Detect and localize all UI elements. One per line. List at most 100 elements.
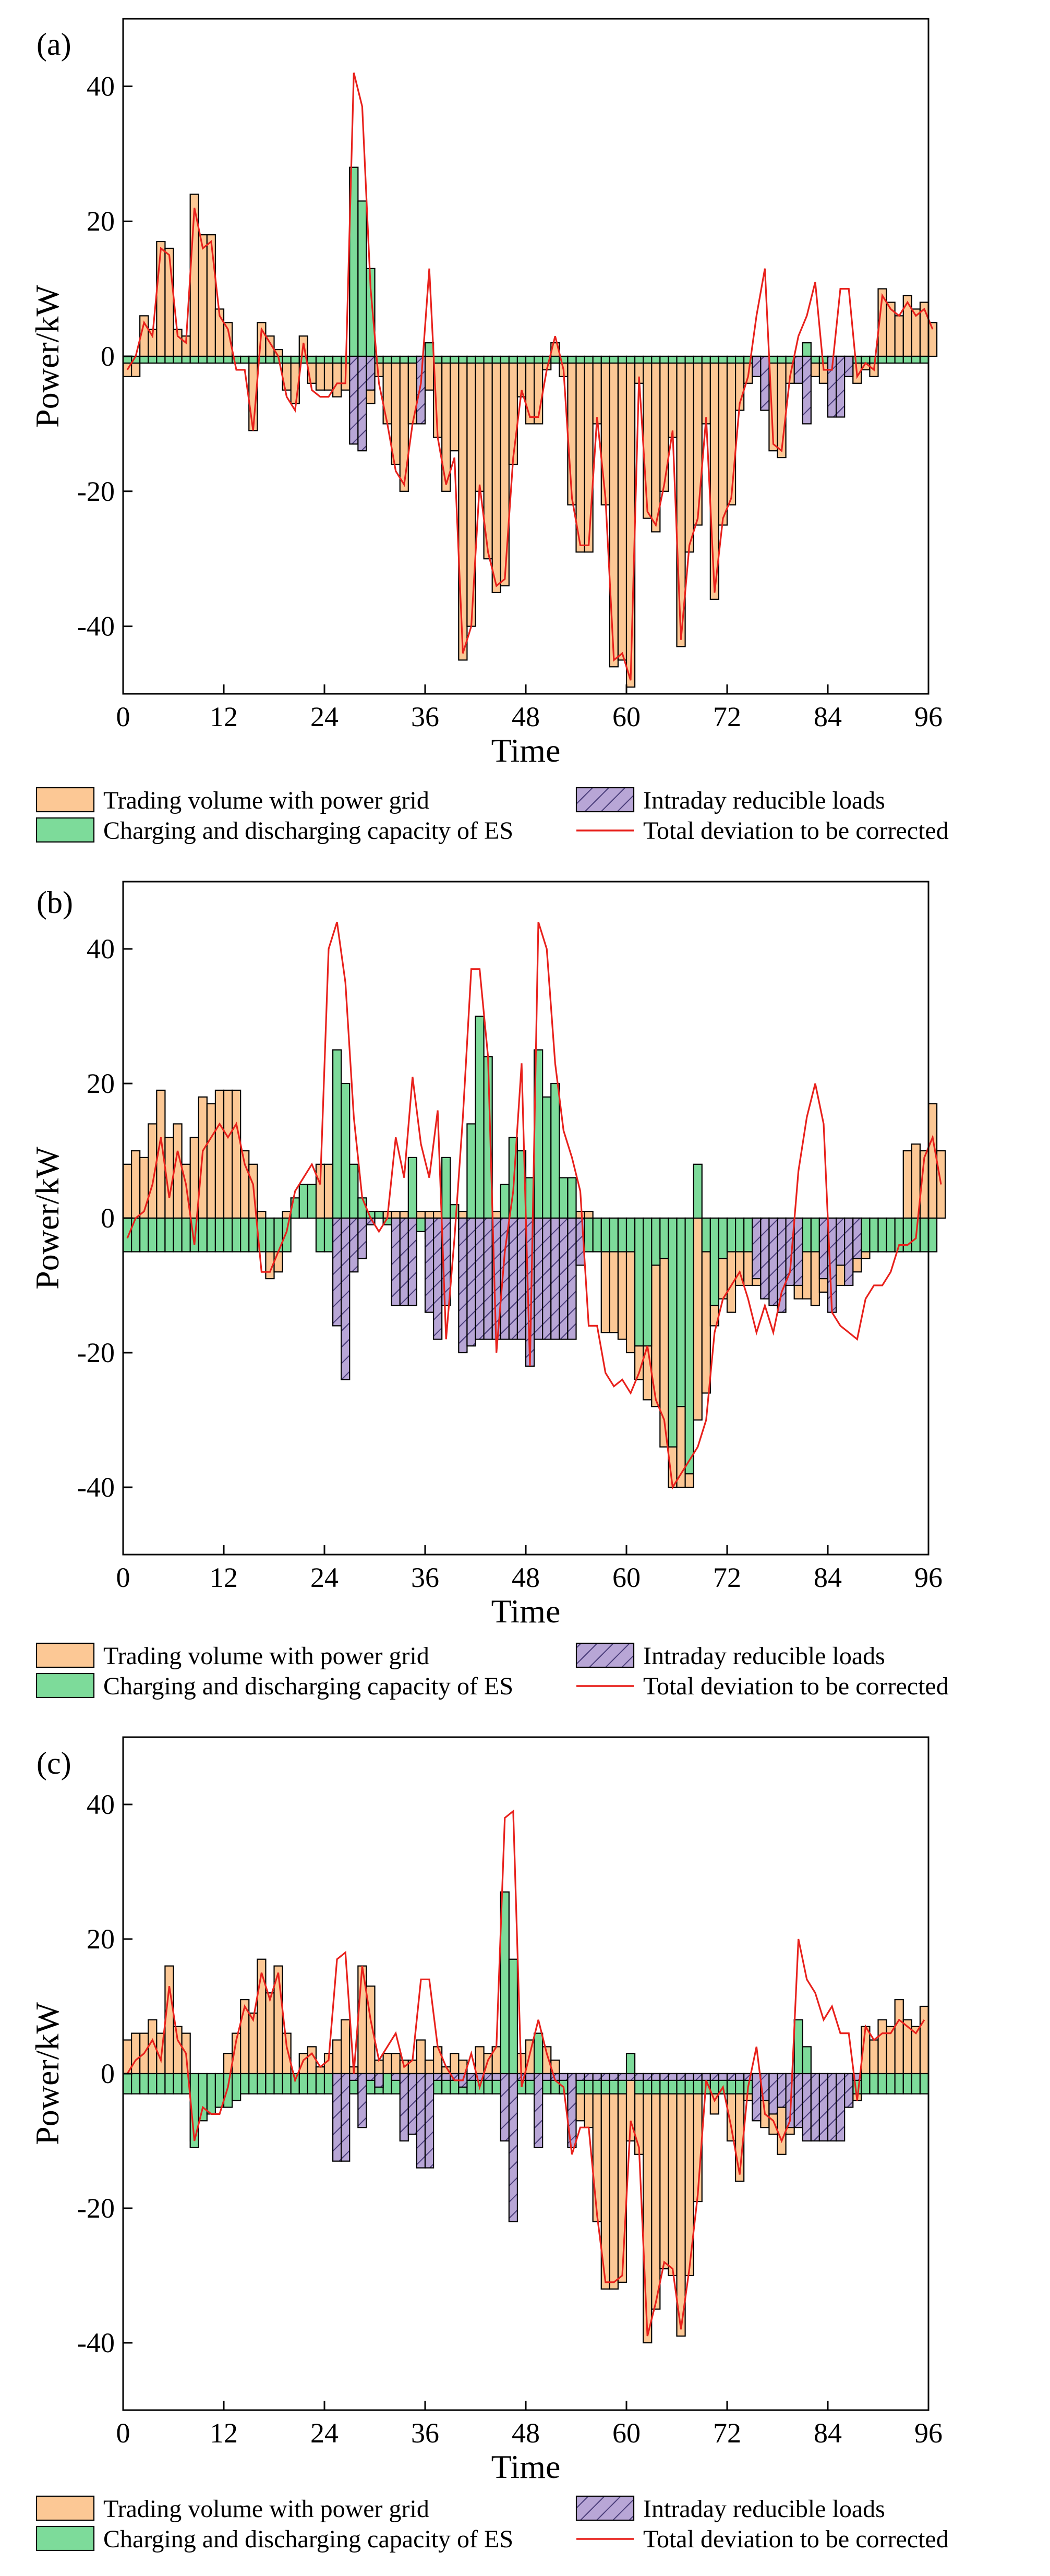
x-tick-label: 12 (210, 701, 238, 732)
bar-reducible-77 (768, 1217, 778, 1306)
bar-reducible-27 (349, 355, 359, 445)
x-tick-label: 96 (914, 2417, 943, 2449)
bar-reducible-25 (332, 1217, 342, 1327)
bar-reducible-77 (768, 2073, 778, 2115)
bar-reducible-71 (718, 2073, 728, 2081)
x-tick-label: 12 (210, 2417, 238, 2449)
bar-reducible-25 (332, 2073, 342, 2162)
bar-reducible-78 (777, 1217, 787, 1313)
legend-label-reducible: Intraday reducible loads (643, 1642, 885, 1670)
bar-es-95 (919, 1217, 930, 1253)
bar-es-6 (173, 1217, 183, 1253)
bar-es-26 (341, 1082, 351, 1219)
bar-es-25 (332, 355, 342, 364)
bar-es-44 (491, 355, 501, 364)
bar-es-23 (315, 355, 325, 364)
bar-es-9 (198, 1217, 208, 1253)
bar-grid_trade-42 (475, 355, 485, 492)
panel-label: (c) (37, 1746, 71, 1780)
bar-es-67 (684, 1217, 694, 1475)
legend-label-grid_trade: Trading volume with power grid (103, 1642, 429, 1670)
x-tick-label: 36 (411, 1562, 439, 1593)
bar-es-70 (709, 1217, 720, 1306)
bar-es-4 (156, 1217, 166, 1253)
bar-reducible-87 (852, 1217, 862, 1259)
bar-reducible-60 (625, 2073, 636, 2081)
bar-grid_trade-93 (902, 295, 912, 357)
legend-swatch-reducible (575, 787, 635, 813)
bar-grid_trade-93 (902, 1150, 912, 1219)
bar-reducible-57 (600, 2073, 610, 2081)
bar-reducible-41 (466, 1217, 476, 1347)
bar-es-91 (886, 1217, 896, 1253)
bar-es-28 (357, 1197, 367, 1219)
bar-reducible-59 (617, 2073, 627, 2081)
bar-es-7 (181, 355, 191, 364)
bar-reducible-81 (802, 2073, 812, 2142)
series-reducible (332, 2073, 862, 2222)
bar-reducible-36 (424, 2073, 435, 2169)
x-tick-label: 48 (512, 2417, 540, 2449)
bar-es-7 (181, 1217, 191, 1253)
bar-es-2 (139, 1217, 149, 1253)
bar-grid_trade-31 (382, 2053, 392, 2075)
bar-es-12 (223, 1217, 233, 1253)
y-axis-title: Power/kW (29, 2002, 66, 2145)
bar-grid_trade-72 (726, 355, 737, 505)
y-tick-label: 0 (101, 1202, 115, 1234)
bar-es-28 (357, 200, 367, 357)
bar-es-20 (290, 355, 300, 364)
bar-es-24 (323, 2073, 334, 2094)
bar-grid_trade-19 (282, 2032, 292, 2075)
bar-es-63 (651, 1217, 661, 1266)
bar-es-42 (475, 1015, 485, 1219)
bar-es-71 (718, 1217, 728, 1259)
bar-reducible-48 (525, 2073, 535, 2081)
bar-es-38 (441, 355, 451, 364)
bar-reducible-80 (793, 1217, 803, 1286)
bar-reducible-80 (793, 355, 803, 384)
bar-es-40 (458, 355, 468, 364)
bar-es-23 (315, 2073, 325, 2094)
x-tick-label: 72 (713, 2417, 741, 2449)
bar-es-43 (483, 355, 493, 364)
bar-es-10 (206, 2073, 216, 2115)
bar-reducible-54 (575, 2073, 585, 2081)
bar-es-57 (600, 355, 610, 364)
bar-grid_trade-65 (668, 2073, 678, 2277)
legend-swatch-grid_trade (35, 2495, 95, 2521)
bar-reducible-63 (651, 2073, 661, 2081)
bar-grid_trade-63 (651, 2073, 661, 2310)
bar-es-5 (164, 355, 174, 364)
x-axis-title: Time (491, 2448, 561, 2485)
bar-reducible-46 (508, 1217, 518, 1340)
legend-label-grid_trade: Trading volume with power grid (103, 787, 429, 814)
bar-reducible-84 (827, 2073, 837, 2142)
bar-es-91 (886, 355, 896, 364)
y-tick-label: 40 (87, 70, 115, 102)
deviation-line (126, 73, 934, 681)
bar-es-51 (550, 1082, 560, 1219)
x-tick-label: 84 (814, 1562, 842, 1593)
bar-reducible-41 (466, 2073, 476, 2081)
bar-es-23 (315, 1217, 325, 1253)
bar-es-61 (634, 1217, 644, 1347)
bar-grid_trade-5 (164, 1965, 174, 2075)
bar-es-10 (206, 355, 216, 364)
legend-label-es: Charging and discharging capacity of ES (103, 1672, 513, 1700)
x-tick-label: 96 (914, 701, 943, 732)
bar-grid_trade-66 (676, 2073, 686, 2337)
bar-reducible-75 (752, 355, 762, 377)
bar-reducible-68 (693, 2073, 703, 2081)
bar-grid_trade-55 (584, 355, 594, 553)
bar-es-31 (382, 2073, 392, 2094)
bar-reducible-29 (366, 355, 376, 391)
bar-es-4 (156, 355, 166, 364)
bar-es-64 (659, 355, 669, 364)
bar-es-55 (584, 1217, 594, 1253)
bar-es-6 (173, 2073, 183, 2094)
bar-reducible-85 (835, 2073, 846, 2142)
bar-es-5 (164, 2073, 174, 2094)
bar-reducible-82 (810, 2073, 820, 2142)
bar-es-88 (861, 1217, 871, 1253)
